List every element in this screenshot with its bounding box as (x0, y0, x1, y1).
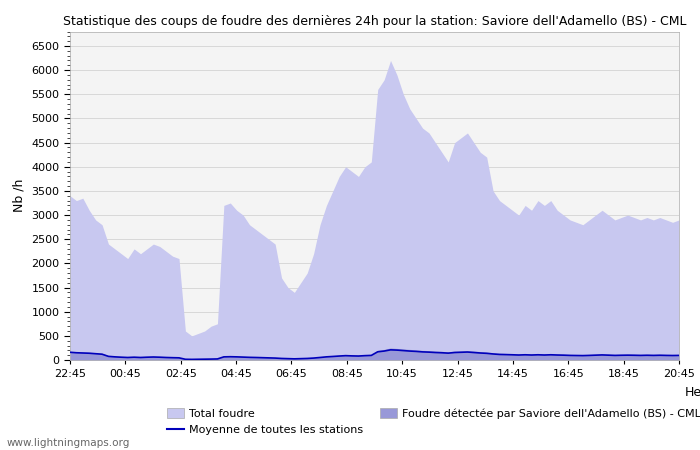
Y-axis label: Nb /h: Nb /h (13, 179, 26, 212)
Title: Statistique des coups de foudre des dernières 24h pour la station: Saviore dell': Statistique des coups de foudre des dern… (63, 14, 686, 27)
Text: www.lightningmaps.org: www.lightningmaps.org (7, 438, 130, 448)
Text: Heure: Heure (685, 386, 700, 399)
Legend: Total foudre, Moyenne de toutes les stations, Foudre détectée par Saviore dell'A: Total foudre, Moyenne de toutes les stat… (167, 408, 700, 435)
